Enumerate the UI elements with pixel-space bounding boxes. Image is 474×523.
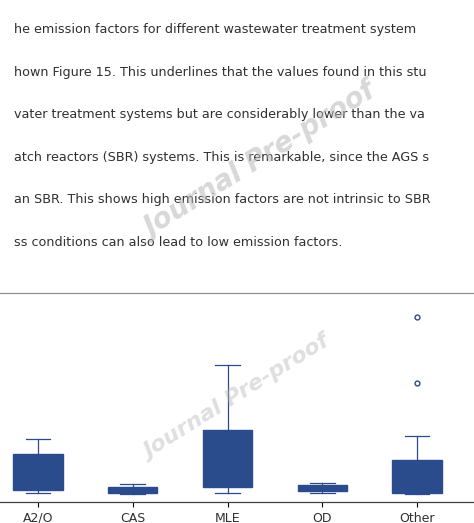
Text: Journal Pre-proof: Journal Pre-proof [140, 78, 382, 244]
Text: vater treatment systems but are considerably lower than the va: vater treatment systems but are consider… [14, 108, 425, 121]
Text: ss conditions can also lead to low emission factors.: ss conditions can also lead to low emiss… [14, 236, 343, 249]
PathPatch shape [108, 487, 157, 493]
PathPatch shape [298, 485, 347, 491]
PathPatch shape [203, 430, 252, 487]
Text: hown Figure 15. This underlines that the values found in this stu: hown Figure 15. This underlines that the… [14, 66, 427, 79]
Text: he emission factors for different wastewater treatment system: he emission factors for different wastew… [14, 24, 416, 37]
PathPatch shape [392, 460, 442, 493]
PathPatch shape [13, 454, 63, 490]
Text: Journal Pre-proof: Journal Pre-proof [141, 332, 333, 463]
Text: atch reactors (SBR) systems. This is remarkable, since the AGS s: atch reactors (SBR) systems. This is rem… [14, 151, 429, 164]
Text: an SBR. This shows high emission factors are not intrinsic to SBR: an SBR. This shows high emission factors… [14, 194, 431, 206]
